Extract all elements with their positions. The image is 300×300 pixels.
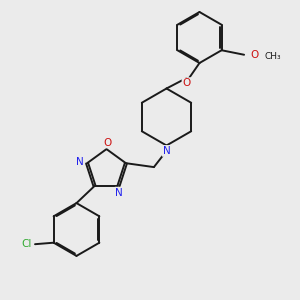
Text: Cl: Cl bbox=[21, 239, 32, 249]
Text: N: N bbox=[76, 157, 83, 167]
Text: CH₃: CH₃ bbox=[265, 52, 281, 61]
Text: N: N bbox=[115, 188, 123, 198]
Text: O: O bbox=[250, 50, 259, 60]
Text: O: O bbox=[182, 78, 191, 88]
Text: N: N bbox=[163, 146, 170, 156]
Text: O: O bbox=[104, 137, 112, 148]
